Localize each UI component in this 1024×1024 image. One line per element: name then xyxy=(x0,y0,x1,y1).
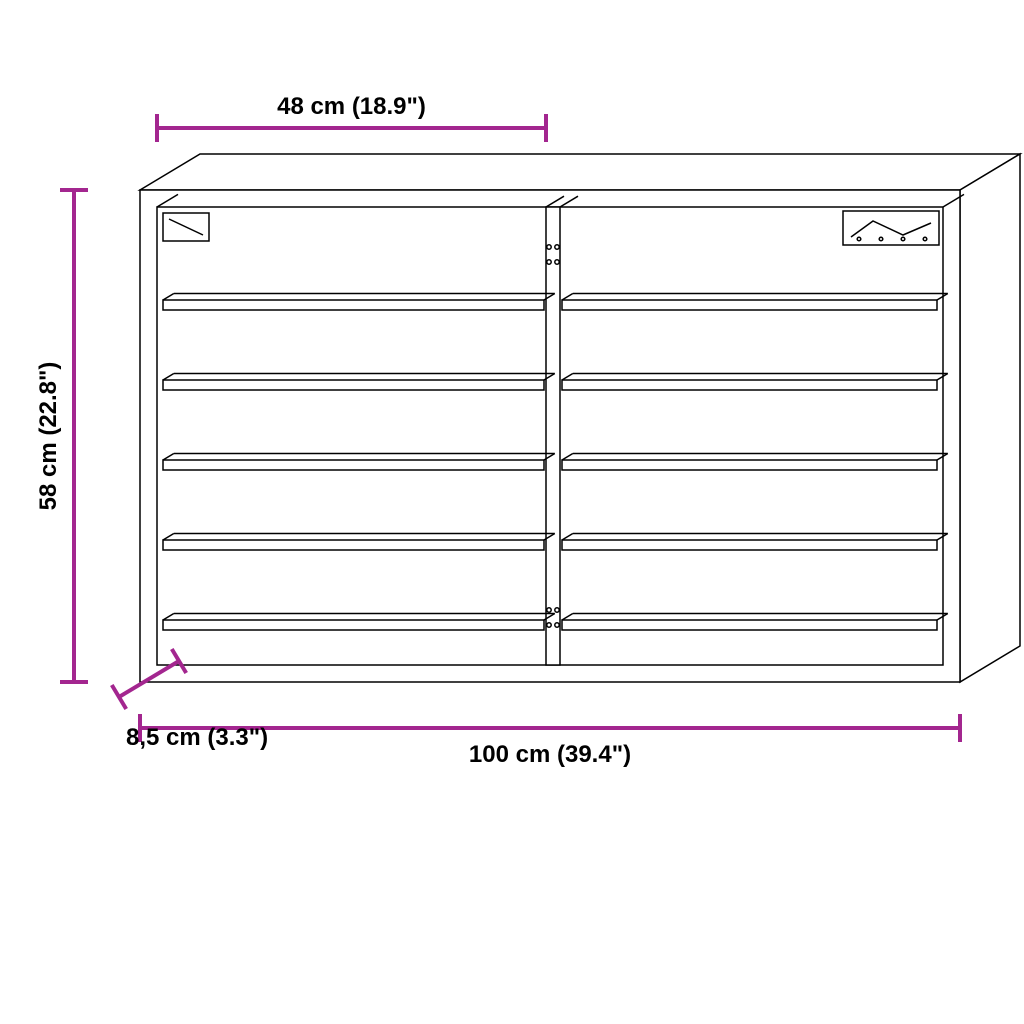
dim-depth: 8,5 cm (3.3") xyxy=(126,724,268,751)
dim-inner-width: 48 cm (18.9") xyxy=(277,93,426,120)
dim-height: 58 cm (22.8") xyxy=(35,362,62,511)
technical-drawing: 58 cm (22.8")48 cm (18.9")8 cm (3.1")100… xyxy=(0,0,1024,1024)
cabinet xyxy=(140,154,1020,682)
dim-total-width: 100 cm (39.4") xyxy=(469,741,631,768)
